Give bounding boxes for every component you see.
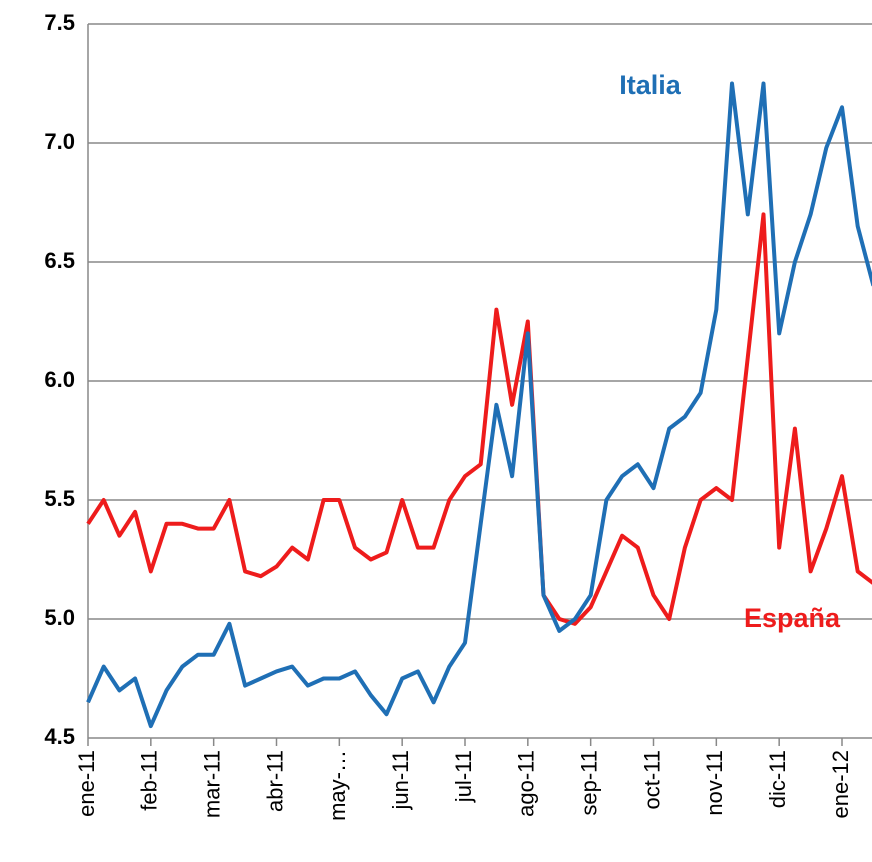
series-label: España: [744, 603, 841, 633]
x-tick-label: jun-11: [388, 750, 413, 811]
x-tick-label: oct-11: [639, 750, 664, 810]
x-tick-label: jul-11: [451, 750, 476, 803]
x-tick-label: ago-11: [514, 750, 539, 817]
x-tick-label: ene-11: [74, 750, 99, 817]
y-tick-label: 7.0: [44, 129, 75, 154]
x-tick-label: abr-11: [262, 750, 287, 812]
y-tick-label: 6.0: [44, 367, 75, 392]
y-tick-label: 5.5: [44, 486, 75, 511]
x-tick-label: dic-11: [765, 750, 790, 808]
x-tick-label: may-…: [325, 750, 350, 821]
x-tick-label: mar-11: [199, 750, 224, 818]
x-tick-label: sep-11: [576, 750, 601, 816]
series-line: [86, 81, 872, 729]
x-tick-label: feb-11: [137, 750, 162, 811]
series-label: Italia: [619, 70, 682, 100]
series-line: [86, 212, 872, 626]
x-tick-label: ene-12: [828, 750, 853, 819]
y-tick-label: 6.5: [44, 248, 75, 273]
y-tick-label: 4.5: [44, 724, 75, 749]
y-tick-label: 5.0: [44, 605, 75, 630]
y-tick-label: 7.5: [44, 10, 75, 35]
x-tick-label: nov-11: [702, 750, 727, 816]
